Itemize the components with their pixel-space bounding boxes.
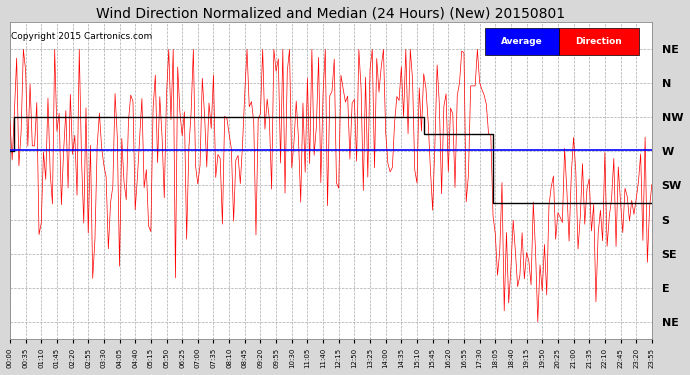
FancyBboxPatch shape (559, 28, 639, 56)
FancyBboxPatch shape (485, 28, 559, 56)
Text: Average: Average (501, 37, 543, 46)
Title: Wind Direction Normalized and Median (24 Hours) (New) 20150801: Wind Direction Normalized and Median (24… (97, 7, 565, 21)
Text: Copyright 2015 Cartronics.com: Copyright 2015 Cartronics.com (11, 32, 152, 40)
Text: Direction: Direction (575, 37, 622, 46)
